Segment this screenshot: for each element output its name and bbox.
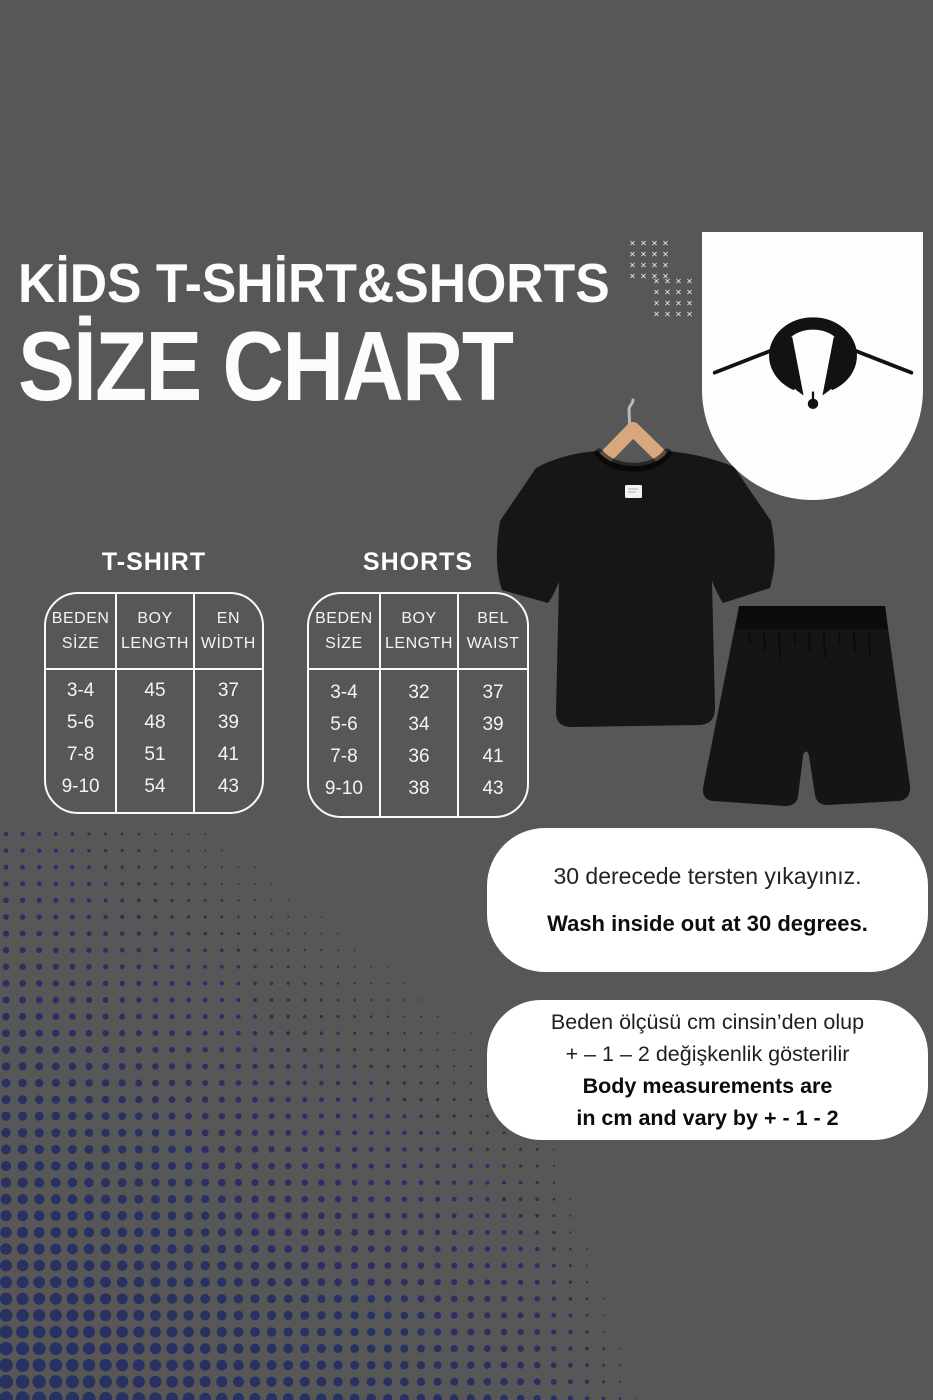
poster-title-line2: SİZE CHART: [18, 311, 514, 421]
column-cells: 3-4 5-6 7-8 9-10: [309, 670, 379, 816]
table-cell: 36: [408, 746, 430, 767]
column-header: BOY LENGTH: [380, 594, 458, 670]
halftone-dots-decoration: [0, 831, 638, 1400]
header-line: WİDTH: [200, 635, 256, 652]
column-header: BEDEN SİZE: [46, 594, 116, 670]
care-note-turkish: 30 derecede tersten yıkayınız.: [553, 863, 862, 889]
column-cells: 32 34 36 38: [381, 670, 457, 816]
column-header: BEDEN SİZE: [309, 594, 379, 670]
table-cell: 39: [217, 712, 239, 733]
column-cells: 45 48 51 54: [117, 670, 193, 812]
table-cell: 7-8: [330, 746, 358, 767]
header-line: SİZE: [325, 635, 363, 652]
tshirt-col-size: BEDEN SİZE 3-4 5-6 7-8 9-10: [46, 594, 116, 812]
hanger-notch: [625, 441, 642, 463]
shorts-table-title: SHORTS: [362, 548, 474, 576]
table-cell: 51: [144, 744, 166, 765]
x-pattern-decoration: ✕ ✕ ✕ ✕ ✕ ✕ ✕ ✕ ✕ ✕ ✕ ✕ ✕ ✕ ✕ ✕: [653, 276, 693, 319]
shirt-collar-icon: [712, 317, 913, 410]
shorts-col-length: BOY LENGTH 32 34 36 38: [378, 594, 458, 816]
header-line: LENGTH: [385, 635, 453, 652]
table-cell: 5-6: [330, 714, 358, 735]
table-cell: 43: [217, 776, 239, 797]
column-header: BEL WAIST: [459, 594, 527, 670]
table-cell: 3-4: [330, 682, 358, 703]
table-cell: 48: [144, 712, 166, 733]
shorts-shape: [702, 606, 911, 806]
collar-badge: [702, 232, 923, 500]
column-header: BOY LENGTH: [117, 594, 193, 670]
header-line: BEL: [477, 610, 509, 627]
tshirt-label-text-lines: [628, 488, 638, 493]
poster-title-line1: KİDS T-SHİRT&SHORTS: [18, 252, 610, 314]
header-line: LENGTH: [121, 635, 189, 652]
table-cell: 5-6: [66, 712, 95, 733]
tshirt-collar-rib: [594, 448, 672, 472]
poster-title: KİDS T-SHİRT&SHORTS SİZE CHART: [18, 252, 647, 421]
table-cell: 7-8: [66, 744, 95, 765]
header-line: SİZE: [61, 635, 100, 652]
header-line: BOY: [401, 610, 437, 627]
header-line: WAIST: [466, 635, 520, 652]
table-cell: 32: [408, 682, 430, 703]
table-cell: 43: [482, 778, 504, 799]
header-line: BOY: [137, 610, 173, 627]
header-line: EN: [216, 610, 240, 627]
shorts-col-waist: BEL WAIST 37 39 41 43: [457, 594, 527, 816]
table-cell: 38: [408, 778, 430, 799]
table-cell: 39: [482, 714, 504, 735]
column-cells: 3-4 5-6 7-8 9-10: [46, 670, 115, 812]
care-note-box: 30 derecede tersten yıkayınız. Wash insi…: [487, 828, 928, 972]
shorts-waistband: [736, 606, 888, 629]
tshirt-table-title: T-SHIRT: [101, 548, 207, 576]
shorts-gather-lines: [748, 631, 871, 659]
table-cell: 41: [217, 744, 239, 765]
shorts-size-table: BEDEN SİZE 3-4 5-6 7-8 9-10 BOY LENGTH 3…: [307, 592, 529, 818]
measurement-note-box: Beden ölçüsü cm cinsin’den olup + – 1 – …: [487, 1000, 928, 1140]
tshirt-label: [625, 485, 642, 498]
table-cell: 9-10: [324, 778, 363, 799]
tshirt-col-length: BOY LENGTH 45 48 51 54: [115, 594, 193, 812]
header-line: BEDEN: [51, 610, 110, 627]
hanger-hook: [627, 398, 635, 435]
care-note-english: Wash inside out at 30 degrees.: [547, 911, 868, 936]
product-photo: [496, 398, 911, 806]
measurement-note-english-line1: Body measurements are: [582, 1074, 833, 1098]
table-cell: 9-10: [61, 776, 100, 797]
shorts-col-size: BEDEN SİZE 3-4 5-6 7-8 9-10: [309, 594, 379, 816]
measurement-note-turkish-line2: + – 1 – 2 değişkenlik gösterilir: [565, 1042, 850, 1066]
column-cells: 37 39 41 43: [195, 670, 262, 812]
table-cell: 37: [482, 682, 504, 703]
table-cell: 45: [144, 680, 166, 701]
measurement-note-turkish-line1: Beden ölçüsü cm cinsin’den olup: [550, 1010, 865, 1034]
column-cells: 37 39 41 43: [459, 670, 527, 816]
tshirt-shape: [496, 451, 775, 727]
header-line: BEDEN: [315, 610, 373, 627]
table-cell: 54: [144, 776, 166, 797]
table-cell: 37: [217, 680, 239, 701]
tshirt-size-table: BEDEN SİZE 3-4 5-6 7-8 9-10 BOY LENGTH 4…: [44, 592, 264, 814]
table-cell: 34: [408, 714, 430, 735]
column-header: EN WİDTH: [194, 594, 262, 670]
tshirt-col-width: EN WİDTH 37 39 41 43: [192, 594, 262, 812]
table-cell: 3-4: [66, 680, 95, 701]
x-pattern-decoration: ✕ ✕ ✕ ✕ ✕ ✕ ✕ ✕ ✕ ✕ ✕ ✕ ✕ ✕ ✕ ✕: [629, 238, 669, 281]
table-cell: 41: [482, 746, 504, 767]
measurement-note-english-line2: in cm and vary by + - 1 - 2: [576, 1106, 839, 1130]
